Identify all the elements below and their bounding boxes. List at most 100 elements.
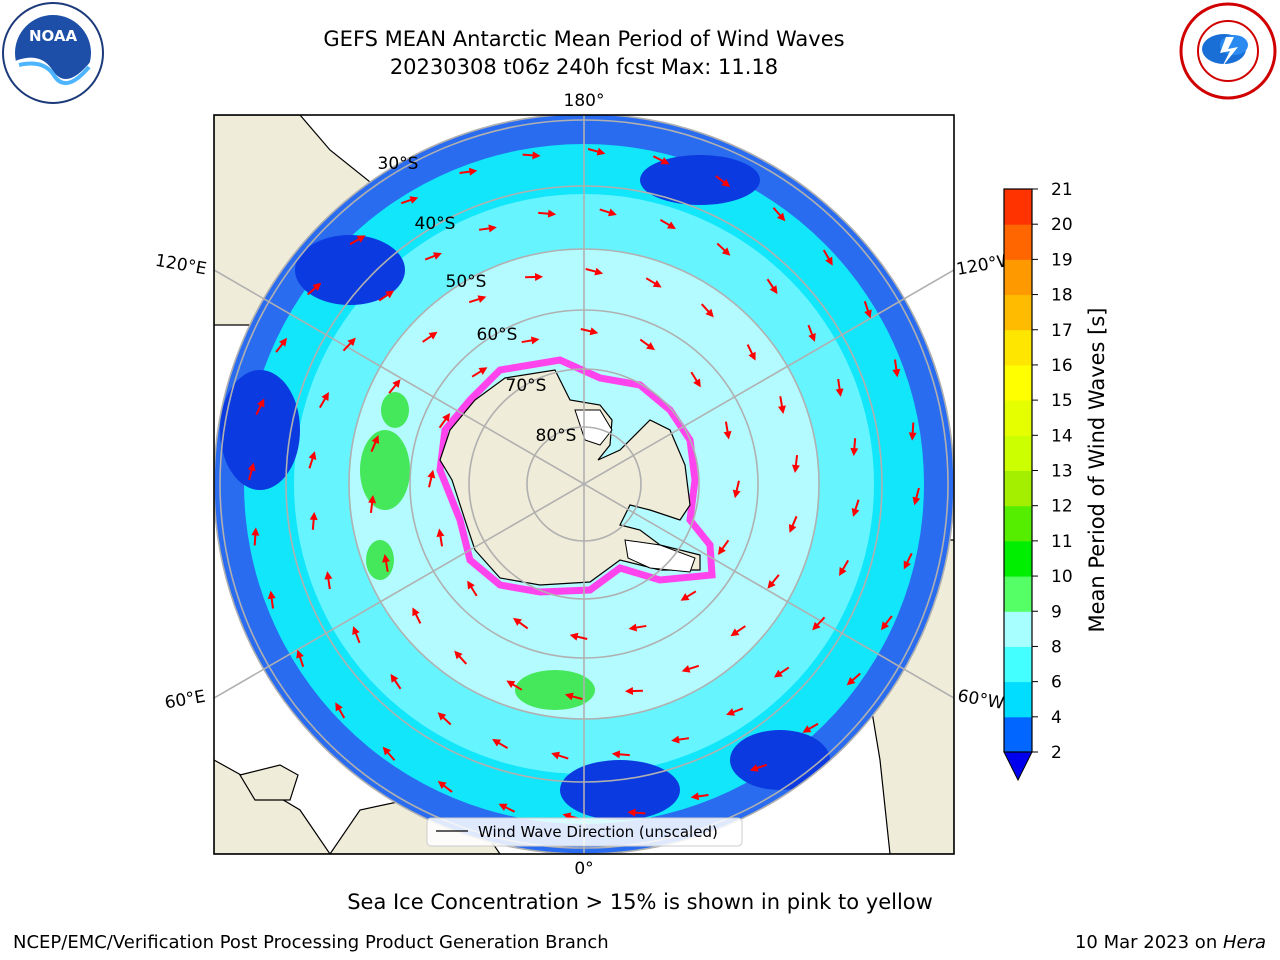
footer-date: 10 Mar 2023 on Hera xyxy=(1075,932,1266,953)
wave-direction-arrowhead xyxy=(564,692,574,701)
wave-direction-arrowhead xyxy=(352,626,360,635)
colorbar-tick-label: 4 xyxy=(1051,708,1062,728)
colorbar-tick-label: 13 xyxy=(1051,462,1073,482)
wave-direction-arrowhead xyxy=(825,256,833,266)
wave-direction-arrowhead xyxy=(690,792,700,801)
colorbar-segment xyxy=(1004,505,1032,542)
wave-direction-arrowhead xyxy=(437,712,447,721)
wave-direction-arrowhead xyxy=(267,590,276,600)
wave-direction-arrowhead xyxy=(812,621,821,631)
wave-direction-arrowhead xyxy=(467,580,475,590)
green-patch xyxy=(381,392,409,428)
antarctica-land xyxy=(439,369,701,586)
graticule xyxy=(214,115,954,854)
wave-direction-arrowhead xyxy=(321,392,329,401)
sea-ice-note: Sea Ice Concentration > 15% is shown in … xyxy=(347,890,933,914)
wave-direction-arrowhead xyxy=(732,489,741,499)
wave-direction-arrowhead xyxy=(530,336,540,345)
wave-direction-arrowhead xyxy=(908,432,917,441)
colorbar-tick-label: 9 xyxy=(1051,602,1062,622)
colorbar-segment xyxy=(1004,189,1032,225)
wave-direction-arrowhead xyxy=(433,252,442,260)
wave-direction-arrowhead xyxy=(693,378,701,388)
deep-blue-patch xyxy=(560,760,680,820)
wave-direction-arrowhead xyxy=(730,628,740,637)
wave-direction-arrowhead xyxy=(660,157,670,165)
wave-direction-arrowhead xyxy=(791,464,800,473)
colorbar-tick-label: 17 xyxy=(1051,321,1073,341)
lat-label-60s: 60°S xyxy=(477,325,518,345)
wave-direction-arrowhead xyxy=(680,593,690,601)
wave-direction-arrowhead xyxy=(589,327,599,336)
wave-direction-arrowhead xyxy=(880,621,890,631)
wave-direction-arrowhead xyxy=(767,580,776,589)
wave-direction-arrowhead xyxy=(652,279,662,288)
wave-direction-arrowhead xyxy=(726,708,735,716)
wave-direction-arrowhead xyxy=(412,607,420,617)
wave-direction-arrowhead xyxy=(390,673,399,683)
wave-direction-arrowhead xyxy=(347,337,356,347)
green-patch xyxy=(360,430,410,510)
chart-subtitle: 20230308 t06z 240h fcst Max: 11.18 xyxy=(389,55,779,79)
colorbar-tick-label: 18 xyxy=(1051,286,1073,306)
wave-direction-arrowhead xyxy=(721,178,731,188)
wave-direction-arrowhead xyxy=(257,398,265,408)
colorbar-tick-label: 19 xyxy=(1051,250,1073,270)
wave-direction-arrowhead xyxy=(382,746,391,756)
legend-label: Wind Wave Direction (unscaled) xyxy=(478,823,718,841)
wave-direction-arrowhead xyxy=(324,571,333,580)
wave-direction-arrowhead xyxy=(385,290,395,299)
wave-direction-arrowhead xyxy=(371,435,380,445)
green-patch xyxy=(515,670,595,710)
colorbar-segment xyxy=(1004,294,1032,331)
wave-direction-arrowhead xyxy=(477,295,487,303)
lat-label-70s: 70°S xyxy=(506,376,547,396)
wave-direction-arrowhead xyxy=(646,342,655,351)
wave-direction-arrowhead xyxy=(382,554,390,563)
lon-label-0: 0° xyxy=(574,859,593,879)
wave-direction-arrowhead xyxy=(468,167,478,176)
map-frame xyxy=(213,114,955,855)
colorbar-segment xyxy=(1004,329,1032,366)
wave-direction-arrowhead xyxy=(839,567,847,576)
wave-direction-arrowhead xyxy=(721,247,731,256)
wave-direction-arrowhead xyxy=(534,272,544,281)
colorbar-segment xyxy=(1004,716,1032,753)
colorbar-segment xyxy=(1004,435,1032,471)
wave-direction-arrowhead xyxy=(802,725,812,733)
sea-ice-edge xyxy=(436,356,716,596)
wave-direction-arrowhead xyxy=(427,469,436,479)
colorbar-tick-label: 6 xyxy=(1051,673,1062,693)
footer-credit: NCEP/EMC/Verification Post Processing Pr… xyxy=(13,932,609,953)
wave-direction-arrowhead xyxy=(392,379,401,388)
wave-direction-arrowhead xyxy=(628,623,638,632)
colorbar-segment xyxy=(1004,540,1032,577)
colorbar-segment xyxy=(1004,646,1032,683)
wave-direction-arrowhead xyxy=(409,196,419,204)
wave-direction-arrowhead xyxy=(251,527,260,536)
wave-direction-arrowhead xyxy=(748,351,756,361)
wave-direction-arrowhead xyxy=(608,208,617,217)
deep-blue-patch xyxy=(640,155,760,205)
lon-label-120e: 120°E xyxy=(154,251,208,280)
wave-direction-arrowhead xyxy=(835,388,844,397)
wave-direction-arrowhead xyxy=(506,680,516,689)
wave-direction-arrowhead xyxy=(851,508,860,517)
colorbar-segment xyxy=(1004,576,1032,612)
lon-label-60w: 60°W xyxy=(956,686,1006,714)
wave-direction-arrowhead xyxy=(312,282,322,291)
wave-direction-arrowhead xyxy=(513,617,522,626)
wave-direction-arrowhead xyxy=(594,267,604,276)
wave-direction-arrowhead xyxy=(611,750,621,759)
lat-label-30s: 30°S xyxy=(378,154,419,174)
colorbar-segment xyxy=(1004,400,1032,436)
wave-direction-arrowhead xyxy=(547,209,557,218)
colorbar-tick-label: 20 xyxy=(1051,215,1073,235)
colorbar-extend-arrow xyxy=(1003,751,1033,782)
chart-title: GEFS MEAN Antarctic Mean Period of Wind … xyxy=(323,27,845,51)
wave-direction-arrowhead xyxy=(437,780,447,790)
nws-logo xyxy=(1179,2,1277,100)
wave-direction-arrowhead xyxy=(624,687,634,696)
colorbar-tick-label: 2 xyxy=(1051,743,1062,763)
colorbar-tick-label: 8 xyxy=(1051,637,1062,657)
